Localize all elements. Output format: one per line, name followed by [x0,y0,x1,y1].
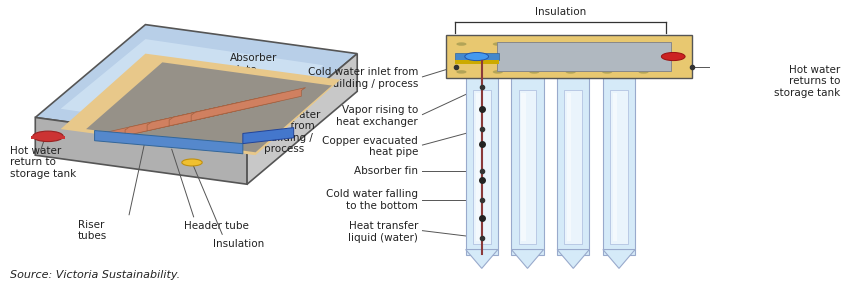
Circle shape [493,70,503,74]
Text: Cold water falling
to the bottom: Cold water falling to the bottom [326,189,418,211]
Text: Riser
tubes: Riser tubes [77,220,107,241]
Circle shape [493,56,503,60]
Polygon shape [60,54,340,155]
Text: Hot water
returns to
storage tank: Hot water returns to storage tank [774,64,840,98]
FancyBboxPatch shape [473,90,490,244]
Text: Absorber
plate: Absorber plate [224,53,277,75]
Circle shape [661,52,685,61]
Polygon shape [243,128,294,144]
Polygon shape [466,250,498,268]
Polygon shape [103,107,218,141]
Circle shape [565,56,575,60]
Polygon shape [60,39,323,135]
Polygon shape [125,102,240,136]
Text: Absorber fin: Absorber fin [354,166,418,176]
Polygon shape [512,250,544,268]
Text: Header tube: Header tube [184,221,248,231]
Polygon shape [94,131,243,154]
FancyBboxPatch shape [446,35,692,78]
FancyBboxPatch shape [512,78,544,255]
Text: Insulation: Insulation [535,7,586,17]
Polygon shape [86,62,332,152]
Circle shape [602,70,612,74]
Polygon shape [36,25,357,146]
Text: Insulation: Insulation [213,239,264,249]
Circle shape [493,42,503,46]
Circle shape [638,42,649,46]
Text: Source: Victoria Sustainability.: Source: Victoria Sustainability. [10,270,180,280]
Text: Cold water inlet from
building / process: Cold water inlet from building / process [308,67,418,89]
Text: Vapor rising to
heat exchanger: Vapor rising to heat exchanger [337,105,418,127]
Polygon shape [603,250,635,268]
FancyBboxPatch shape [557,78,589,255]
Circle shape [602,42,612,46]
Polygon shape [169,93,284,126]
Text: Copper evacuated
heat pipe: Copper evacuated heat pipe [322,136,418,157]
Bar [455,53,499,60]
Circle shape [530,70,540,74]
Bar [455,60,499,64]
FancyBboxPatch shape [466,78,498,255]
Bar [521,93,526,241]
Text: Heat transfer
liquid (water): Heat transfer liquid (water) [348,221,418,243]
Circle shape [465,52,489,61]
Circle shape [638,70,649,74]
Polygon shape [247,54,357,184]
Circle shape [456,56,467,60]
Polygon shape [557,250,589,268]
Circle shape [638,56,649,60]
FancyBboxPatch shape [603,78,635,255]
FancyBboxPatch shape [610,90,628,244]
Text: Cold water
inlet from
building /
process: Cold water inlet from building / process [264,110,320,154]
Circle shape [182,159,202,166]
Circle shape [565,42,575,46]
Circle shape [602,56,612,60]
Circle shape [33,131,63,142]
Circle shape [456,42,467,46]
FancyBboxPatch shape [564,90,582,244]
Circle shape [456,70,467,74]
Circle shape [530,42,540,46]
FancyBboxPatch shape [518,90,536,244]
Bar [613,93,617,241]
Bar [475,93,480,241]
Circle shape [565,70,575,74]
Polygon shape [36,117,247,184]
Circle shape [530,56,540,60]
Polygon shape [191,88,305,121]
Bar [31,136,65,139]
Bar [497,42,671,71]
Text: Hot water
return to
storage tank: Hot water return to storage tank [10,146,76,179]
Polygon shape [147,98,262,131]
Bar [567,93,571,241]
